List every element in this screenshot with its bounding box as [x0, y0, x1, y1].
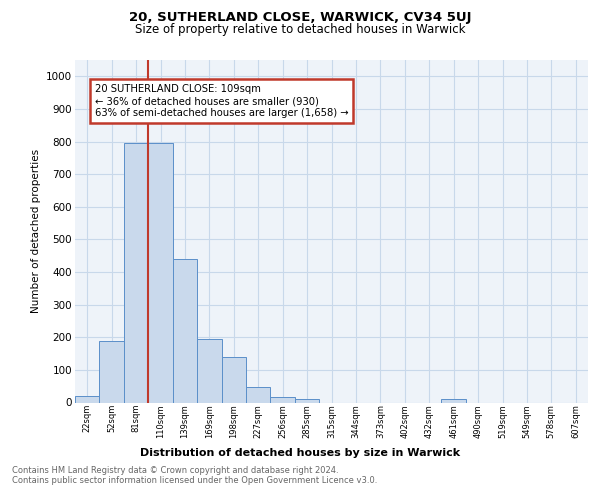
- Bar: [197, 339, 221, 402]
- Bar: [173, 259, 197, 402]
- Bar: [221, 357, 246, 403]
- Bar: [148, 143, 173, 403]
- Bar: [442, 399, 466, 402]
- Text: Size of property relative to detached houses in Warwick: Size of property relative to detached ho…: [135, 22, 465, 36]
- Bar: [271, 396, 295, 402]
- Y-axis label: Number of detached properties: Number of detached properties: [31, 149, 41, 314]
- Bar: [246, 387, 271, 402]
- Bar: [295, 398, 319, 402]
- Text: 20, SUTHERLAND CLOSE, WARWICK, CV34 5UJ: 20, SUTHERLAND CLOSE, WARWICK, CV34 5UJ: [129, 11, 471, 24]
- Text: Distribution of detached houses by size in Warwick: Distribution of detached houses by size …: [140, 448, 460, 458]
- Bar: [100, 340, 124, 402]
- Text: Contains HM Land Registry data © Crown copyright and database right 2024.
Contai: Contains HM Land Registry data © Crown c…: [12, 466, 377, 485]
- Bar: [75, 396, 100, 402]
- Bar: [124, 143, 148, 403]
- Text: 20 SUTHERLAND CLOSE: 109sqm
← 36% of detached houses are smaller (930)
63% of se: 20 SUTHERLAND CLOSE: 109sqm ← 36% of det…: [95, 84, 348, 117]
